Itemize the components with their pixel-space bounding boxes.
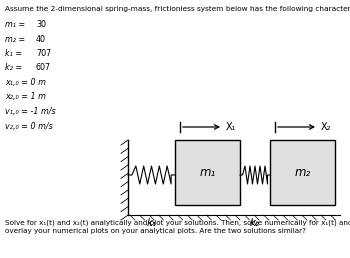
Text: x₂,₀ = 1 m: x₂,₀ = 1 m [5,93,46,101]
Text: Solve for x₁(t) and x₂(t) analytically and plot your solutions. Then, solve nume: Solve for x₁(t) and x₂(t) analytically a… [5,220,350,235]
Text: m₁: m₁ [199,166,216,179]
Text: 40: 40 [36,35,46,44]
Bar [175,140,240,205]
Text: k₂ =: k₂ = [5,63,22,72]
Text: m₂ =: m₂ = [5,35,25,44]
Text: v₂,₀ = 0 m/s: v₂,₀ = 0 m/s [5,122,53,131]
Text: m₁ =: m₁ = [5,20,25,29]
Text: k₁: k₁ [146,218,156,228]
Text: Assume the 2-dimensional spring-mass, frictionless system below has the followin: Assume the 2-dimensional spring-mass, fr… [5,6,350,12]
Text: X₂: X₂ [321,122,331,132]
Text: k₂: k₂ [250,218,260,228]
Text: 607: 607 [36,63,51,72]
Bar [270,140,335,205]
Text: v₁,₀ = -1 m/s: v₁,₀ = -1 m/s [5,107,56,116]
Text: k₁ =: k₁ = [5,49,22,58]
Text: m₂: m₂ [294,166,311,179]
Text: x₁,₀ = 0 m: x₁,₀ = 0 m [5,78,46,87]
Text: 30: 30 [36,20,46,29]
Text: X₁: X₁ [226,122,237,132]
Text: 707: 707 [36,49,51,58]
